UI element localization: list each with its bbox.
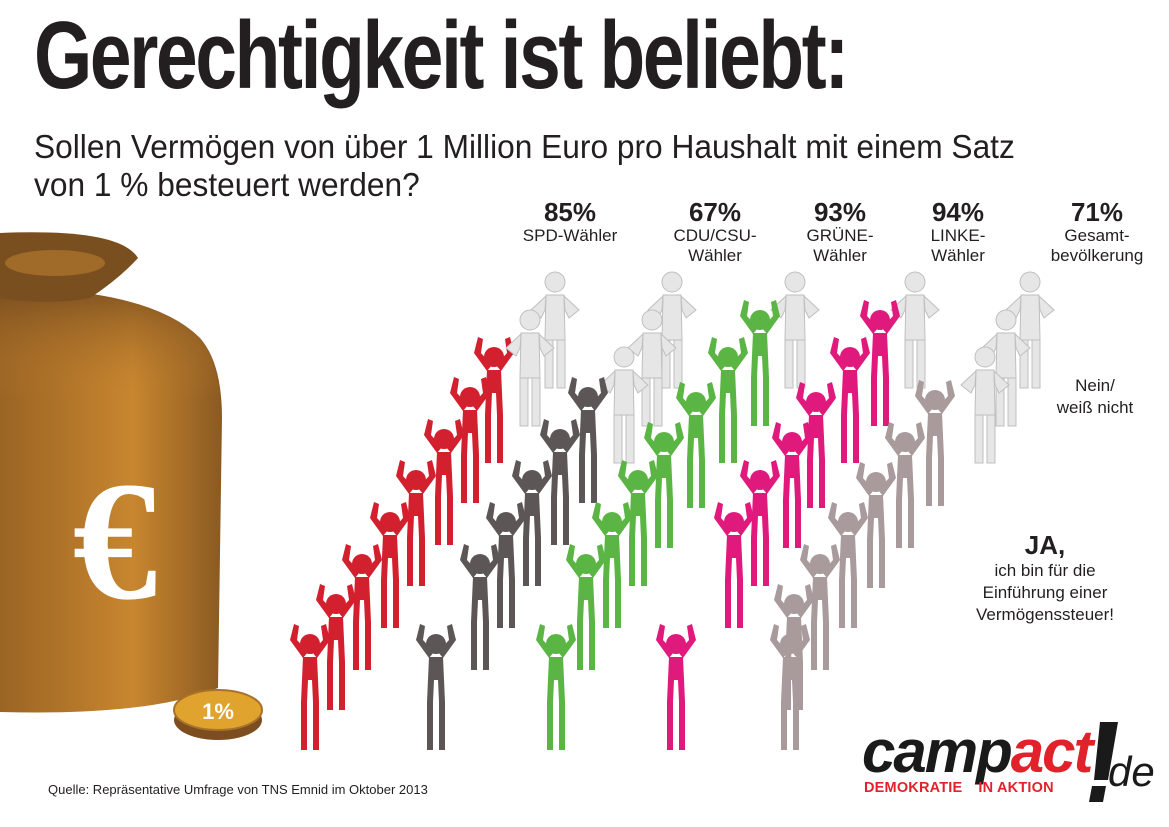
column-percent: 93% [813,197,867,227]
svg-text:€: € [73,447,158,635]
column-group: LINKE- Wähler [930,226,986,265]
column-group: SPD-Wähler [522,226,618,245]
column-label-gesamt: 71% Gesamt- bevölkerung [1027,198,1167,266]
logo-tagline: DEMOKRATIE IN AKTION [864,780,1054,796]
legend-yes-text: ich bin für die Einführung einer Vermöge… [976,561,1114,624]
survey-question-line-1: Sollen Vermögen von über 1 Million Euro … [34,128,1015,165]
source-note: Quelle: Repräsentative Umfrage von TNS E… [48,782,428,797]
column-percent: 71% [1070,197,1124,227]
legend-yes: JA, ich bin für die Einführung einer Ver… [945,530,1145,626]
legend-no: Nein/ weiß nicht [1056,376,1134,417]
logo-domain: de [1108,748,1155,795]
column-group: Gesamt- bevölkerung [1050,226,1144,265]
legend-yes-heading: JA, [1024,530,1066,560]
column-label-linke: 94% LINKE- Wähler [888,198,1028,266]
column-label-spd: 85% SPD-Wähler [500,198,640,246]
campact-logo[interactable]: campact de DEMOKRATIE IN AKTION [862,718,1155,802]
page-title: Gerechtigkeit ist beliebt: [34,2,849,109]
column-label-gruene: 93% GRÜNE- Wähler [770,198,910,266]
svg-text:1%: 1% [202,699,234,724]
money-bag-icon: € [0,232,222,713]
survey-question: Sollen Vermögen von über 1 Million Euro … [34,128,1015,204]
column-percent: 67% [688,197,742,227]
logo-wordmark: campact [862,718,1093,785]
column-label-cdu-csu: 67% CDU/CSU- Wähler [645,198,785,266]
column-group: GRÜNE- Wähler [806,226,874,265]
exclamation-icon [1089,722,1118,802]
coin-icon: 1% [173,689,263,740]
column-percent: 94% [931,197,985,227]
column-spd-yes [290,337,514,750]
column-group: CDU/CSU- Wähler [673,226,757,265]
survey-question-line-2: von 1 % besteuert werden? [34,166,420,203]
column-percent: 85% [543,197,597,227]
